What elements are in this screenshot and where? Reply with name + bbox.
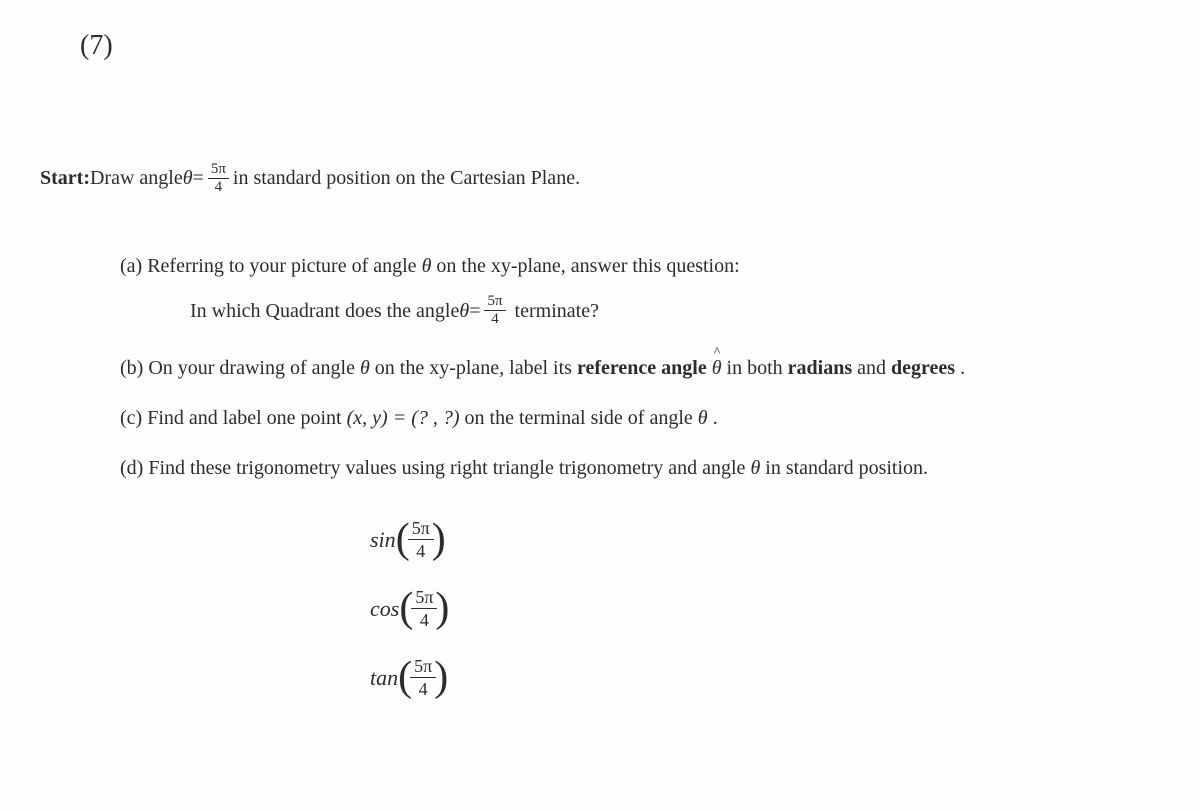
part-c: (c) Find and label one point (x, y) = (?… (120, 402, 1120, 434)
paren-right-sin: ) (432, 523, 446, 557)
part-a: (a) Referring to your picture of angle θ… (120, 250, 1120, 327)
fraction-num-q: 5π (484, 294, 505, 311)
part-b-after-ref: in both (727, 357, 788, 379)
tan-label: tan (370, 665, 398, 691)
theta-quadrant: θ (459, 295, 469, 327)
part-d: (d) Find these trigonometry values using… (120, 452, 1120, 484)
sin-expression: sin ( 5π 4 ) (370, 519, 1120, 560)
period-b: . (960, 357, 965, 379)
part-d-label: (d) (120, 457, 148, 479)
and-text: and (857, 357, 891, 379)
theta-b: θ (360, 357, 370, 379)
radians-label: radians (788, 357, 852, 379)
paren-right-cos: ) (435, 592, 449, 626)
part-b: (b) On your drawing of angle θ on the xy… (120, 352, 1120, 384)
cos-fraction: 5π 4 (411, 588, 437, 629)
cos-expression: cos ( 5π 4 ) (370, 588, 1120, 629)
quadrant-after: terminate? (515, 295, 599, 327)
sin-den: 4 (412, 540, 429, 560)
start-text-after: in standard position on the Cartesian Pl… (233, 167, 580, 190)
part-b-mid: on the xy-plane, label its (375, 357, 577, 379)
cos-num: 5π (411, 588, 437, 609)
tan-den: 4 (415, 678, 432, 698)
part-c-before: Find and label one point (147, 407, 346, 429)
paren-left-sin: ( (396, 523, 410, 557)
tan-num: 5π (410, 657, 436, 678)
fraction-denominator: 4 (212, 179, 226, 195)
theta-hat: θ (712, 352, 722, 384)
fraction-numerator: 5π (208, 162, 229, 179)
problem-number: (7) (80, 30, 1160, 62)
sub-questions-container: (a) Referring to your picture of angle θ… (120, 250, 1120, 698)
paren-right-tan: ) (434, 661, 448, 695)
fraction-den-q: 4 (488, 311, 502, 327)
paren-left-cos: ( (399, 592, 413, 626)
part-a-text-after: on the xy-plane, answer this question: (436, 255, 739, 277)
theta-c: θ (698, 407, 708, 429)
part-d-after: in standard position. (765, 457, 928, 479)
part-b-label: (b) (120, 357, 148, 379)
degrees-label: degrees (891, 357, 955, 379)
sin-fraction: 5π 4 (408, 519, 434, 560)
quadrant-before: In which Quadrant does the angle (190, 295, 459, 327)
theta-symbol: θ (183, 167, 193, 190)
trig-functions-list: sin ( 5π 4 ) cos ( 5π 4 ) tan ( 5π 4 ) (370, 519, 1120, 698)
start-label: Start: (40, 167, 90, 190)
quadrant-question: In which Quadrant does the angle θ = 5π … (190, 294, 1120, 327)
start-text-before: Draw angle (90, 167, 183, 190)
tan-expression: tan ( 5π 4 ) (370, 657, 1120, 698)
fraction-quadrant: 5π 4 (484, 294, 505, 327)
paren-left-tan: ( (398, 661, 412, 695)
part-a-text: Referring to your picture of angle (147, 255, 421, 277)
theta-a: θ (422, 255, 432, 277)
sin-label: sin (370, 527, 396, 553)
equals-quadrant: = (469, 295, 480, 327)
part-c-after: on the terminal side of angle (465, 407, 698, 429)
part-a-label: (a) (120, 255, 147, 277)
period-c: . (713, 407, 718, 429)
part-c-label: (c) (120, 407, 147, 429)
part-d-text: Find these trigonometry values using rig… (148, 457, 750, 479)
fraction-5pi-4: 5π 4 (208, 162, 229, 195)
sin-num: 5π (408, 519, 434, 540)
equals: = (193, 167, 204, 190)
cos-den: 4 (416, 609, 433, 629)
point-xy: (x, y) = (? , ?) (347, 407, 460, 429)
reference-angle-label: reference angle (577, 357, 712, 379)
part-b-before: On your drawing of angle (148, 357, 360, 379)
tan-fraction: 5π 4 (410, 657, 436, 698)
cos-label: cos (370, 596, 399, 622)
start-instruction: Start: Draw angle θ = 5π 4 in standard p… (40, 162, 1160, 195)
theta-d: θ (750, 457, 760, 479)
